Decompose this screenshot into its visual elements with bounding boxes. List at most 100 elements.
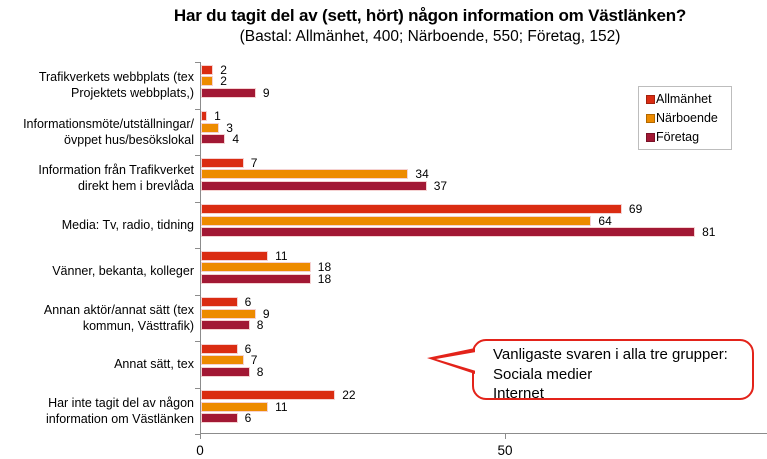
bar-närboende xyxy=(201,262,311,273)
callout-text: Vanligaste svaren i alla tre grupper: So… xyxy=(493,346,728,402)
callout-bubble: Vanligaste svaren i alla tre grupper: So… xyxy=(427,339,754,402)
value-label: 9 xyxy=(262,306,270,321)
bar-närboende xyxy=(201,355,244,366)
value-label: 3 xyxy=(226,120,233,135)
chart-row: Information från Trafikverket direkt hem… xyxy=(38,155,766,202)
value-label: 64 xyxy=(598,213,612,228)
x-axis-tick-label: 0 xyxy=(196,443,204,458)
value-label: 11 xyxy=(275,248,288,263)
y-axis-tick xyxy=(195,341,200,342)
bar-group: 11 18 18 xyxy=(201,250,331,285)
x-axis xyxy=(200,433,767,434)
category-label: Trafikverkets webbplats (tex Projektets … xyxy=(38,70,194,101)
bar-line: 9 xyxy=(201,308,270,320)
bar-närboende xyxy=(201,122,220,133)
bar-allmänhet xyxy=(201,204,622,215)
category-label: Information från Trafikverket direkt hem… xyxy=(38,163,194,194)
bar-line: 81 xyxy=(201,225,716,240)
y-axis-tick xyxy=(195,387,200,389)
chart-subtitle: (Bastal: Allmänhet, 400; Närboende, 550;… xyxy=(239,28,621,45)
bar-group: 69 64 81 xyxy=(201,202,716,240)
bar-närboende xyxy=(201,308,256,319)
bar-allmänhet xyxy=(201,250,269,261)
x-axis-tick xyxy=(505,434,506,439)
value-label: 6 xyxy=(244,295,252,310)
x-axis-tick xyxy=(200,434,201,439)
chart-row: Informationsmöte/utställningar/ övppet h… xyxy=(23,109,766,156)
value-label: 37 xyxy=(433,178,448,193)
value-label: 18 xyxy=(317,260,332,275)
legend-swatch-icon xyxy=(646,113,655,123)
value-label: 6 xyxy=(244,341,252,356)
y-axis-tick xyxy=(195,434,200,435)
bar-företag xyxy=(201,413,238,424)
category-label: Har inte tagit del av någon information … xyxy=(46,395,194,426)
value-label: 8 xyxy=(256,318,264,333)
value-label: 69 xyxy=(628,202,643,217)
chart-row: Annan aktör/annat sätt (tex kommun, Väst… xyxy=(44,295,766,342)
bar-line: 11 xyxy=(201,250,331,262)
value-label: 22 xyxy=(342,388,356,403)
value-label: 9 xyxy=(262,85,270,100)
bar-line: 7 xyxy=(201,353,263,368)
category-label: Vänner, bekanta, kolleger xyxy=(52,264,194,279)
category-label: Media: Tv, radio, tidning xyxy=(61,217,194,232)
bar-företag xyxy=(201,320,250,331)
bar-line: 7 xyxy=(201,157,447,169)
bar-allmänhet xyxy=(201,390,336,401)
value-label: 11 xyxy=(275,399,288,414)
bar-line: 6 xyxy=(201,412,356,424)
y-axis-tick xyxy=(195,62,200,63)
y-axis-tick xyxy=(195,108,200,110)
bar-närboende xyxy=(201,215,592,226)
value-label: 81 xyxy=(702,225,716,240)
bar-företag xyxy=(201,366,250,377)
bar-line: 9 xyxy=(201,87,270,99)
value-label: 7 xyxy=(250,353,258,368)
legend-label: Närboende xyxy=(656,111,718,125)
legend-label: Allmänhet xyxy=(656,92,712,106)
bar-line: 34 xyxy=(201,167,447,182)
bar-närboende xyxy=(201,76,214,87)
value-label: 34 xyxy=(415,167,429,182)
bar-line: 8 xyxy=(201,318,270,333)
bar-allmänhet xyxy=(201,111,208,122)
chart-row: Har inte tagit del av någon information … xyxy=(46,388,766,435)
bar-företag xyxy=(201,134,226,145)
bar-företag xyxy=(201,273,311,284)
y-axis xyxy=(200,62,201,434)
bar-allmänhet xyxy=(201,343,238,354)
callout-tail-fill xyxy=(436,352,476,371)
plot-area: Trafikverkets webbplats (tex Projektets … xyxy=(23,62,767,458)
bar-line: 22 xyxy=(201,388,356,403)
bar-group: 7 34 37 xyxy=(201,157,447,192)
legend-swatch-icon xyxy=(646,94,655,104)
bar-line: 2 xyxy=(201,75,270,87)
bar-line: 8 xyxy=(201,366,263,378)
bar-line: 6 xyxy=(201,295,270,310)
value-label: 8 xyxy=(256,364,264,379)
value-label: 1 xyxy=(214,109,221,124)
bar-line: 3 xyxy=(201,122,239,134)
bar-line: 18 xyxy=(201,273,331,285)
bar-line: 11 xyxy=(201,401,356,413)
chart-row: Trafikverkets webbplats (tex Projektets … xyxy=(39,62,766,109)
bar-line: 6 xyxy=(201,343,263,355)
legend-item-allmänhet: Allmänhet xyxy=(646,92,731,106)
bar-group: 22 11 6 xyxy=(201,388,356,424)
bar-allmänhet xyxy=(201,64,214,75)
value-label: 18 xyxy=(317,271,332,286)
chart-row: Vänner, bekanta, kolleger 11 18 18 xyxy=(52,248,766,295)
category-label: Annan aktör/annat sätt (tex kommun, Väst… xyxy=(43,302,194,333)
bar-line: 1 xyxy=(201,109,239,124)
legend-swatch-icon xyxy=(646,132,655,142)
legend-label: Företag xyxy=(656,130,700,144)
bar-line: 37 xyxy=(201,180,447,192)
bar-företag xyxy=(201,87,256,98)
y-axis-tick xyxy=(195,201,200,203)
legend: Allmänhet Närboende Företag xyxy=(638,86,732,150)
y-axis-tick xyxy=(195,248,200,249)
